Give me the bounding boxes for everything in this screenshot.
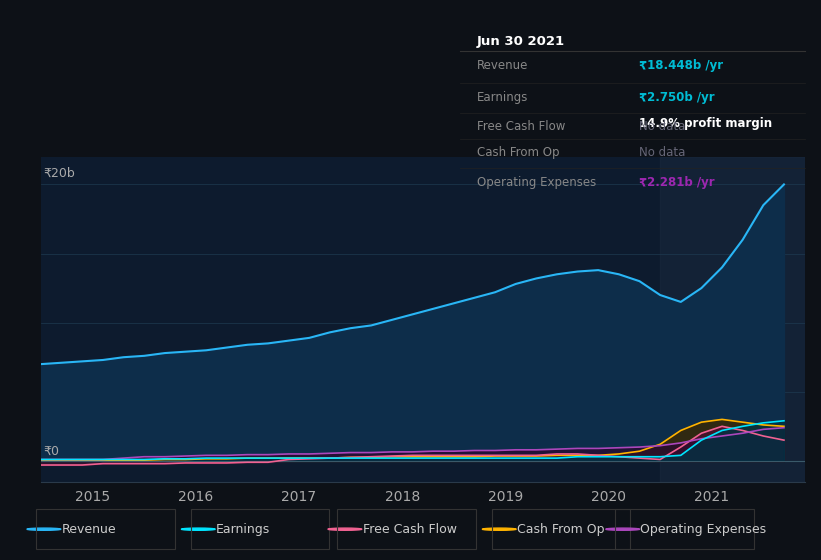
Text: Revenue: Revenue <box>477 59 529 72</box>
Text: Earnings: Earnings <box>477 91 529 104</box>
Circle shape <box>482 528 516 530</box>
Text: Operating Expenses: Operating Expenses <box>640 522 767 536</box>
Text: Free Cash Flow: Free Cash Flow <box>477 120 566 133</box>
Text: 14.9% profit margin: 14.9% profit margin <box>639 116 773 130</box>
Text: Jun 30 2021: Jun 30 2021 <box>477 35 565 48</box>
Text: ₹18.448b /yr: ₹18.448b /yr <box>639 59 723 72</box>
Text: ₹20b: ₹20b <box>44 167 75 180</box>
Bar <box>660 157 805 482</box>
Text: No data: No data <box>639 120 686 133</box>
Text: Revenue: Revenue <box>62 522 117 536</box>
Circle shape <box>181 528 215 530</box>
Circle shape <box>606 528 640 530</box>
Text: Cash From Op: Cash From Op <box>517 522 604 536</box>
Circle shape <box>328 528 362 530</box>
Text: No data: No data <box>639 146 686 159</box>
Text: ₹0: ₹0 <box>44 445 59 458</box>
Text: Operating Expenses: Operating Expenses <box>477 176 596 189</box>
Text: Free Cash Flow: Free Cash Flow <box>363 522 456 536</box>
Text: Cash From Op: Cash From Op <box>477 146 559 159</box>
Text: Earnings: Earnings <box>216 522 270 536</box>
Text: ₹2.281b /yr: ₹2.281b /yr <box>639 176 715 189</box>
Circle shape <box>27 528 61 530</box>
Text: ₹2.750b /yr: ₹2.750b /yr <box>639 91 715 104</box>
